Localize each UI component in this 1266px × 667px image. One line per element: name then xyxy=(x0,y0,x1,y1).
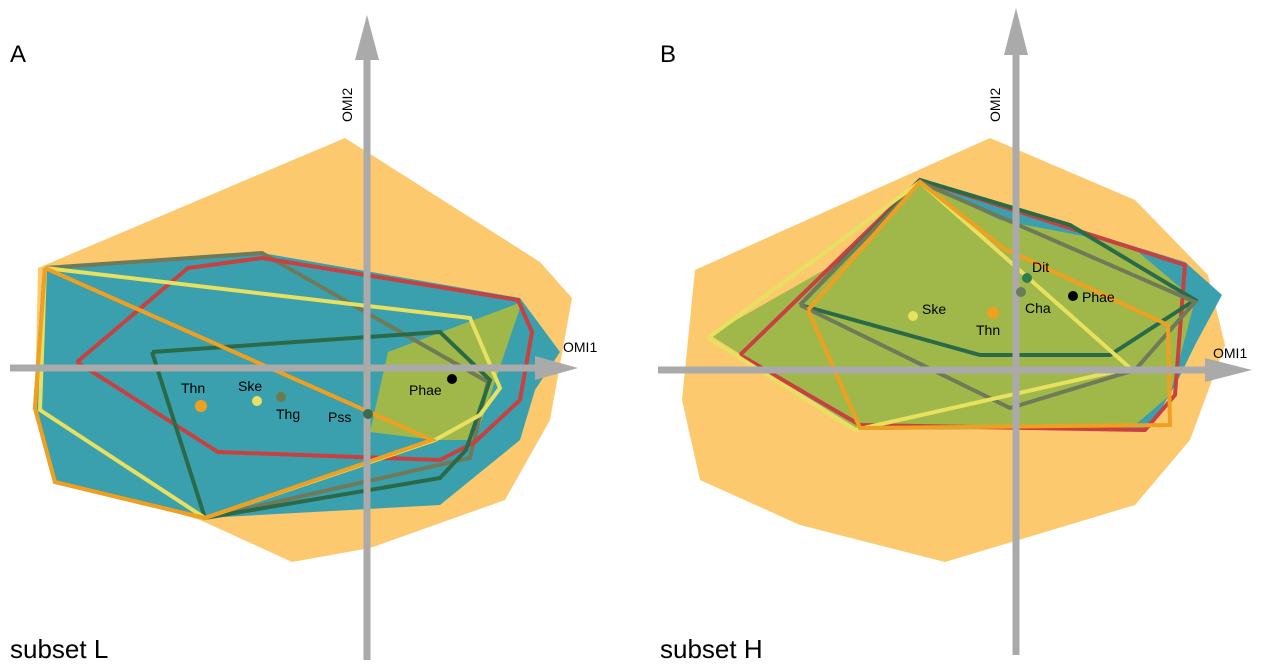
panel-b-label-ske: Ske xyxy=(922,301,946,317)
panel-a-y-axis-label: OMI2 xyxy=(339,88,355,122)
panel-b: OMI1 OMI2 Dit Cha Phae Ske Thn B subset … xyxy=(658,8,1252,664)
panel-b-y-axis-label: OMI2 xyxy=(987,88,1003,122)
panel-a-subset-label: subset L xyxy=(10,634,108,664)
panel-b-label-phae: Phae xyxy=(1082,289,1115,305)
panel-b-point-phae xyxy=(1068,291,1078,301)
panel-b-axes: OMI1 OMI2 xyxy=(658,8,1252,655)
panel-a-label-pss: Pss xyxy=(328,409,351,425)
panel-a-letter: A xyxy=(10,41,26,68)
panel-a-points: Thn Ske Thg Pss Phae xyxy=(181,374,457,425)
panel-a-label-thn: Thn xyxy=(181,380,205,396)
panel-a-hull-teal xyxy=(35,253,560,518)
panel-b-point-ske xyxy=(908,311,918,321)
panel-a-point-thg xyxy=(276,392,286,402)
panel-b-letter: B xyxy=(660,41,676,68)
panel-a-point-phae xyxy=(447,374,457,384)
panel-b-subset-label: subset H xyxy=(660,634,763,664)
panel-a-line-yellow xyxy=(37,266,503,521)
panel-a-y-arrowhead xyxy=(355,15,379,60)
panel-a-point-pss xyxy=(363,409,373,419)
panel-b-label-thn: Thn xyxy=(976,322,1000,338)
panel-b-x-axis-label: OMI1 xyxy=(1213,345,1247,361)
panel-b-point-dit xyxy=(1022,273,1032,283)
panel-a-point-ske xyxy=(252,396,262,406)
panel-a-point-thn xyxy=(195,400,207,412)
panel-b-points: Dit Cha Phae Ske Thn xyxy=(908,259,1115,338)
panel-b-y-arrowhead xyxy=(1004,8,1028,55)
panel-b-label-dit: Dit xyxy=(1032,259,1049,275)
panel-b-point-thn xyxy=(987,307,999,319)
panel-a-axes: OMI1 OMI2 xyxy=(10,15,597,660)
panel-a-label-ske: Ske xyxy=(238,378,262,394)
panel-b-line-orange xyxy=(806,179,1173,431)
panel-a-label-thg: Thg xyxy=(276,406,300,422)
panel-a: OMI1 OMI2 Thn Ske Thg Pss Phae A subset … xyxy=(10,15,597,664)
panel-b-point-cha xyxy=(1016,287,1026,297)
panel-b-x-arrowhead xyxy=(1205,358,1252,382)
panel-a-label-phae: Phae xyxy=(409,382,442,398)
panel-a-x-axis-label: OMI1 xyxy=(563,339,597,355)
panel-b-label-cha: Cha xyxy=(1025,300,1051,316)
panel-a-x-arrowhead xyxy=(535,356,578,380)
